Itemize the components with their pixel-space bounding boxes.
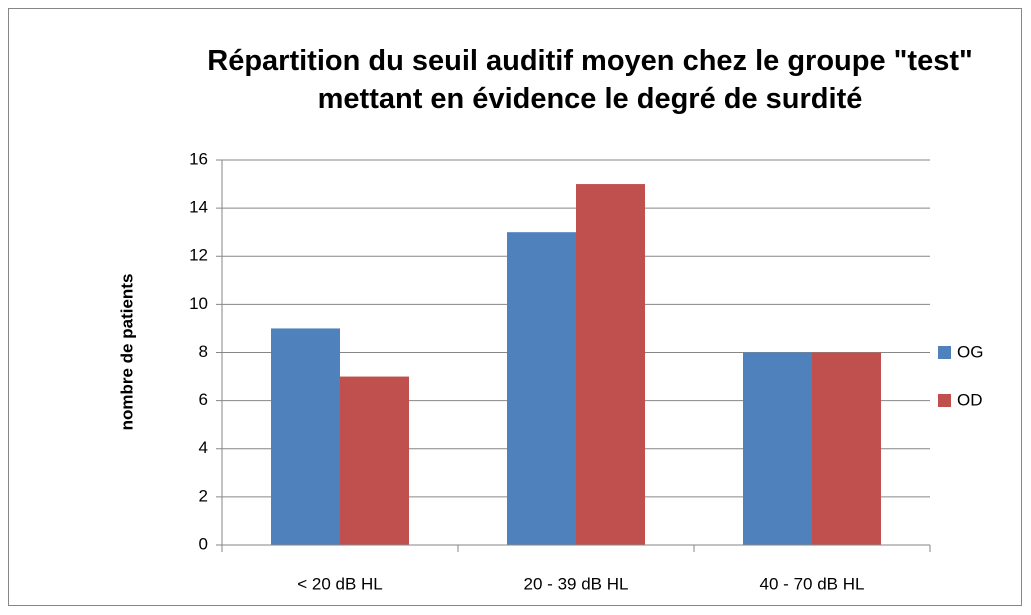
y-tick-label: 16 bbox=[189, 149, 208, 168]
y-tick-label: 4 bbox=[199, 438, 208, 457]
x-tick-label: 20 - 39 dB HL bbox=[524, 574, 629, 593]
x-tick-label: < 20 dB HL bbox=[297, 574, 383, 593]
legend-label: OD bbox=[957, 390, 983, 409]
bar bbox=[812, 352, 881, 545]
bar bbox=[507, 232, 576, 545]
x-tick-label: 40 - 70 dB HL bbox=[760, 574, 865, 593]
bar bbox=[576, 184, 645, 545]
bar bbox=[340, 376, 409, 545]
y-tick-label: 2 bbox=[199, 486, 208, 505]
y-tick-label: 10 bbox=[189, 294, 208, 313]
legend-swatch bbox=[938, 346, 951, 359]
y-tick-label: 12 bbox=[189, 246, 208, 265]
y-tick-label: 8 bbox=[199, 342, 208, 361]
bar bbox=[271, 328, 340, 545]
y-tick-label: 6 bbox=[199, 390, 208, 409]
y-tick-label: 14 bbox=[189, 198, 208, 217]
y-tick-label: 0 bbox=[199, 534, 208, 553]
y-axis-label: nombre de patients bbox=[117, 274, 136, 431]
bar bbox=[743, 352, 812, 545]
legend-label: OG bbox=[957, 342, 983, 361]
chart-title: Répartition du seuil auditif moyen chez … bbox=[207, 45, 973, 115]
legend-swatch bbox=[938, 394, 951, 407]
